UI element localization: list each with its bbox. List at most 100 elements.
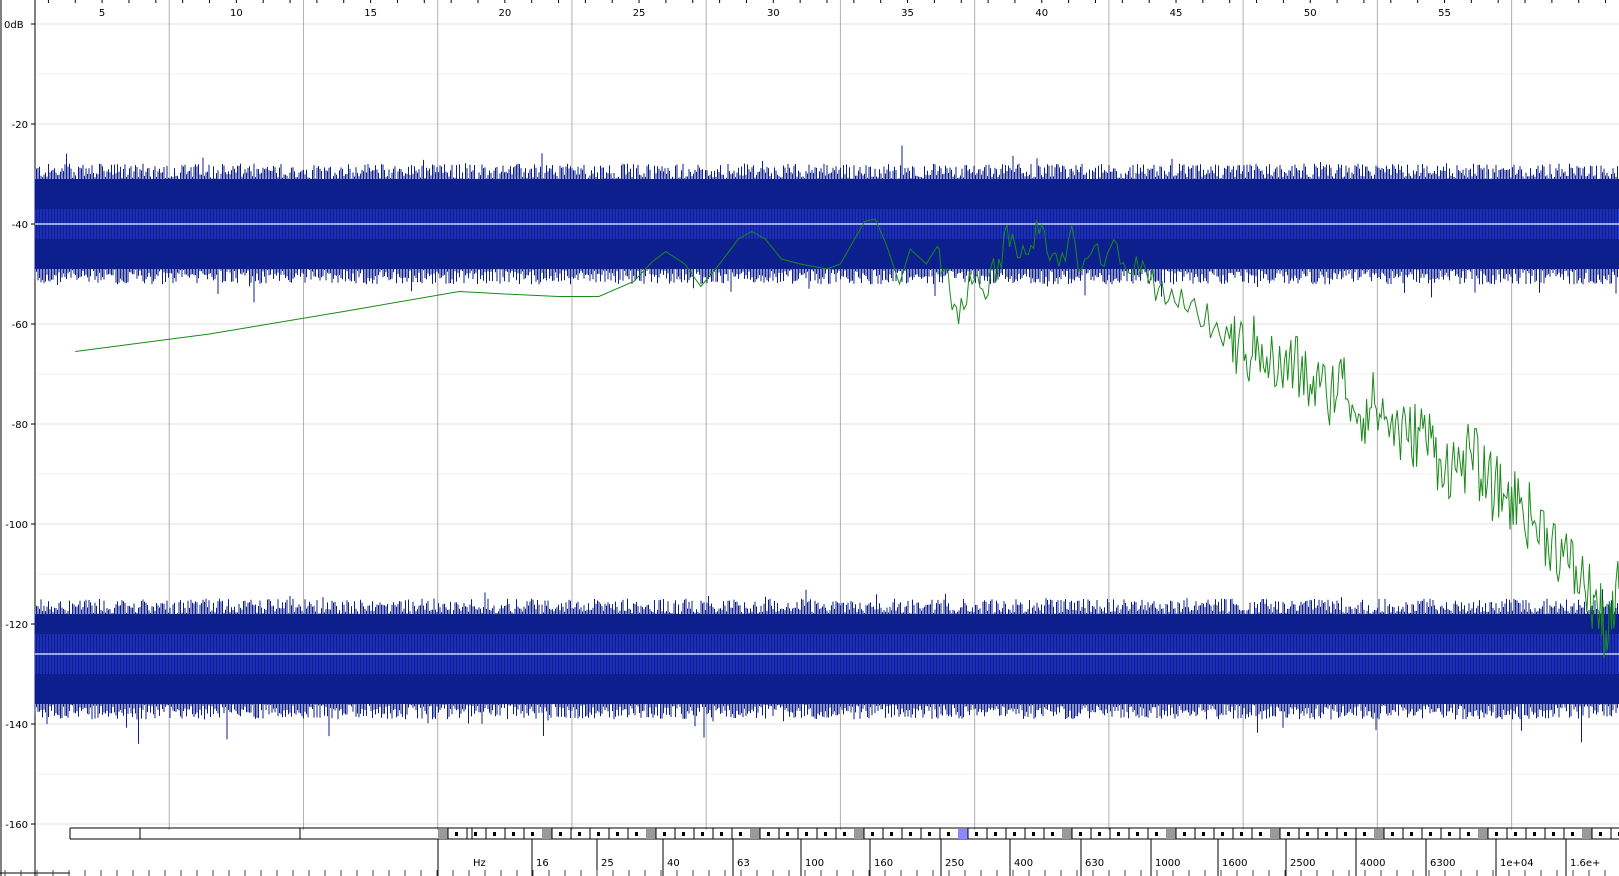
hz-cell-marker bbox=[1098, 832, 1101, 836]
hz-cell-marker bbox=[701, 832, 704, 836]
hz-band-swatch bbox=[646, 829, 656, 839]
hz-cell-marker bbox=[975, 832, 978, 836]
hz-cell-marker bbox=[1552, 832, 1555, 836]
hz-cell-marker bbox=[1571, 832, 1574, 836]
hz-band-swatch bbox=[958, 829, 968, 839]
hz-cell-marker bbox=[455, 832, 458, 836]
x-tick-label: 40 bbox=[1035, 8, 1048, 19]
bottom-ruler bbox=[0, 870, 1606, 876]
hz-cell-marker bbox=[843, 832, 846, 836]
hz-unit-label: Hz bbox=[473, 858, 486, 869]
hz-label: 1000 bbox=[1155, 858, 1180, 869]
hz-cell-marker bbox=[1183, 832, 1186, 836]
hz-cell-marker bbox=[559, 832, 562, 836]
y-axis: 0dB -20 -40 -60 -80 -100 -120 -140 -160 bbox=[4, 20, 35, 831]
y-tick-label: -80 bbox=[12, 420, 28, 431]
hz-cell-marker bbox=[1514, 832, 1517, 836]
hz-band-swatch bbox=[438, 829, 448, 839]
hz-cell-marker bbox=[824, 832, 827, 836]
x-tick-label: 20 bbox=[498, 8, 511, 19]
hz-cell-marker bbox=[682, 832, 685, 836]
x-tick-label: 55 bbox=[1438, 8, 1451, 19]
hz-cell-marker bbox=[1448, 832, 1451, 836]
y-tick-label: -20 bbox=[12, 120, 28, 131]
hz-cell-marker bbox=[1344, 832, 1347, 836]
hz-band-swatch bbox=[1582, 829, 1592, 839]
hz-cell-marker bbox=[1495, 832, 1498, 836]
hz-label: 63 bbox=[737, 858, 750, 869]
hz-cell-marker bbox=[947, 832, 950, 836]
hz-cell-marker bbox=[786, 832, 789, 836]
hz-cell-marker bbox=[1259, 832, 1262, 836]
hz-cell-marker bbox=[720, 832, 723, 836]
hz-label: 25 bbox=[601, 858, 614, 869]
hz-cell-marker bbox=[909, 832, 912, 836]
hz-cell-marker bbox=[1325, 832, 1328, 836]
y-unit-label: 0dB bbox=[4, 20, 24, 31]
x-tick-label: 45 bbox=[1170, 8, 1183, 19]
hz-label: 400 bbox=[1014, 858, 1033, 869]
hz-cell-marker bbox=[1391, 832, 1394, 836]
hz-cell-marker bbox=[597, 832, 600, 836]
x-tick-label: 30 bbox=[767, 8, 780, 19]
hz-cell-marker bbox=[1202, 832, 1205, 836]
hz-cell-marker bbox=[1429, 832, 1432, 836]
hz-band-swatch bbox=[1478, 829, 1488, 839]
x-tick-label: 10 bbox=[230, 8, 243, 19]
hz-band-swatch bbox=[1062, 829, 1072, 839]
waveform-lower bbox=[34, 589, 1619, 744]
hz-band-swatch bbox=[854, 829, 864, 839]
hz-label: 1600 bbox=[1222, 858, 1247, 869]
hz-cell-marker bbox=[928, 832, 931, 836]
hz-cell-marker bbox=[994, 832, 997, 836]
hz-label: 4000 bbox=[1360, 858, 1385, 869]
y-tick-label: -40 bbox=[12, 220, 28, 231]
hz-cell-marker bbox=[1410, 832, 1413, 836]
hz-cell-marker bbox=[531, 832, 534, 836]
hz-label: 2500 bbox=[1290, 858, 1315, 869]
hz-label: 6300 bbox=[1430, 858, 1455, 869]
hz-cell-marker bbox=[493, 832, 496, 836]
hz-label: 40 bbox=[667, 858, 680, 869]
hz-band-swatch bbox=[1270, 829, 1280, 839]
hz-cell-marker bbox=[1240, 832, 1243, 836]
series-line-0 bbox=[75, 218, 1619, 658]
hz-cell-marker bbox=[1467, 832, 1470, 836]
x-tick-label: 50 bbox=[1304, 8, 1317, 19]
hz-cell-marker bbox=[1013, 832, 1016, 836]
hz-cell-marker bbox=[1051, 832, 1054, 836]
hz-cell-marker bbox=[739, 832, 742, 836]
hz-cell-marker bbox=[578, 832, 581, 836]
hz-cell-marker bbox=[1032, 832, 1035, 836]
hz-band-swatch bbox=[542, 829, 552, 839]
series-layer bbox=[75, 218, 1619, 658]
hz-cell-marker bbox=[1155, 832, 1158, 836]
hz-label: 160 bbox=[874, 858, 893, 869]
hz-label: 1.6e+ bbox=[1570, 858, 1600, 869]
hz-label: 100 bbox=[805, 858, 824, 869]
x-tick-label: 25 bbox=[633, 8, 646, 19]
x-tick-label: 5 bbox=[99, 8, 105, 19]
hz-cell-marker bbox=[1363, 832, 1366, 836]
hz-cell-marker bbox=[1136, 832, 1139, 836]
hz-cell-marker bbox=[1533, 832, 1536, 836]
hz-cell-marker bbox=[474, 832, 477, 836]
hz-label: 630 bbox=[1085, 858, 1104, 869]
hz-label: 1e+04 bbox=[1500, 858, 1534, 869]
hz-cell-marker bbox=[1117, 832, 1120, 836]
y-tick-label: -160 bbox=[5, 820, 28, 831]
waveform-upper bbox=[34, 145, 1619, 303]
hz-label: 16 bbox=[536, 858, 549, 869]
hz-cell-marker bbox=[616, 832, 619, 836]
waveform-envelope bbox=[34, 589, 1618, 744]
hz-band-swatch bbox=[1166, 829, 1176, 839]
hz-cell-marker bbox=[890, 832, 893, 836]
x-axis-top: 5 10 15 20 25 30 35 40 45 50 55 bbox=[47, 0, 1607, 19]
hz-cell-marker bbox=[767, 832, 770, 836]
hz-label: 250 bbox=[945, 858, 964, 869]
hz-cell-marker bbox=[1079, 832, 1082, 836]
hz-cell-marker bbox=[1287, 832, 1290, 836]
hz-cell-marker bbox=[871, 832, 874, 836]
